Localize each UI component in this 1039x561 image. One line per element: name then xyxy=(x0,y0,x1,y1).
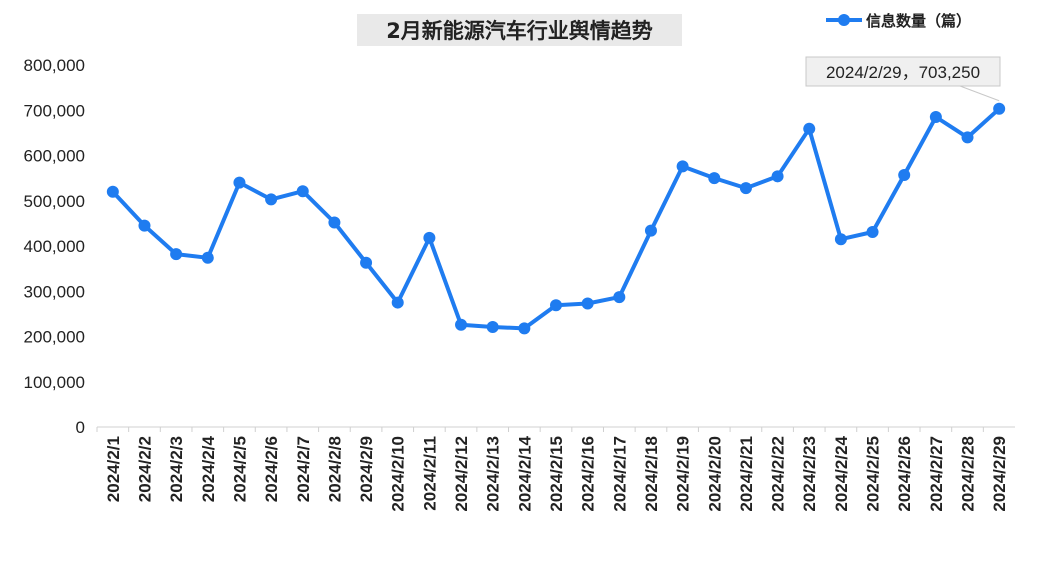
data-point xyxy=(518,322,531,335)
x-tick-label: 2024/2/2 xyxy=(135,436,154,502)
data-point xyxy=(993,102,1006,115)
x-tick-label: 2024/2/8 xyxy=(325,436,344,502)
x-tick-label: 2024/2/21 xyxy=(737,436,756,512)
data-point xyxy=(550,299,562,312)
x-tick-label: 2024/2/13 xyxy=(484,436,503,512)
data-point xyxy=(391,296,404,309)
data-point xyxy=(201,251,214,264)
x-tick-label: 2024/2/9 xyxy=(357,436,376,502)
x-tick-label: 2024/2/12 xyxy=(452,436,471,512)
legend: 信息数量（篇） xyxy=(826,12,971,30)
x-tick-label: 2024/2/1 xyxy=(104,436,123,502)
y-tick-label: 200,000 xyxy=(24,328,85,347)
x-tick-label: 2024/2/14 xyxy=(515,435,534,511)
data-point xyxy=(898,168,911,181)
callout-box xyxy=(805,56,1001,87)
y-tick-label: 700,000 xyxy=(24,101,85,120)
x-tick-label: 2024/2/26 xyxy=(895,436,914,512)
callout-leader-line xyxy=(959,85,1000,102)
y-tick-label: 400,000 xyxy=(24,237,85,256)
data-point xyxy=(138,219,151,232)
data-point xyxy=(961,131,974,144)
callout-label: 2024/2/29，703,250 xyxy=(826,63,980,82)
y-tick-label: 600,000 xyxy=(24,147,85,166)
legend-point-marker xyxy=(838,14,850,26)
x-tick-label: 2024/2/11 xyxy=(420,436,439,511)
y-axis-ticks: 0 100,000 200,000 300,000 400,000 500,000 600,… xyxy=(24,56,85,437)
data-point xyxy=(581,297,594,310)
data-point xyxy=(233,176,246,189)
data-point xyxy=(486,320,499,333)
x-tick-label: 2024/2/16 xyxy=(579,436,598,512)
data-callout: 2024/2/29，703,250 xyxy=(805,56,1001,102)
x-tick-label: 2024/2/17 xyxy=(610,436,629,512)
series-line xyxy=(110,106,1002,331)
data-point xyxy=(929,111,942,124)
x-tick-label: 2024/2/20 xyxy=(705,436,724,512)
y-tick-label: 100,000 xyxy=(24,373,85,392)
data-point xyxy=(106,185,119,198)
x-tick-label: 2024/2/28 xyxy=(959,436,978,512)
x-tick-label: 2024/2/23 xyxy=(800,436,819,512)
data-point xyxy=(613,291,626,304)
data-point xyxy=(708,172,721,185)
y-tick-label: 500,000 xyxy=(24,192,85,211)
x-tick-label: 2024/2/29 xyxy=(990,436,1009,512)
x-tick-label: 2024/2/22 xyxy=(769,436,788,512)
data-point xyxy=(328,216,341,229)
y-tick-label: 0 xyxy=(76,418,85,437)
data-point xyxy=(423,231,436,244)
data-point xyxy=(644,224,657,237)
data-point xyxy=(170,248,183,261)
x-tick-label: 2024/2/6 xyxy=(262,436,281,502)
data-point xyxy=(360,256,373,269)
x-tick-label: 2024/2/24 xyxy=(832,435,851,511)
x-tick-label: 2024/2/5 xyxy=(230,436,249,502)
x-tick-label: 2024/2/7 xyxy=(294,436,313,502)
x-tick-label: 2024/2/4 xyxy=(199,435,218,502)
y-tick-label: 300,000 xyxy=(24,282,85,301)
chart-title-background xyxy=(357,14,682,46)
x-tick-label: 2024/2/10 xyxy=(389,436,408,512)
x-tick-label: 2024/2/3 xyxy=(167,436,186,502)
data-point xyxy=(265,193,278,206)
data-point xyxy=(739,182,752,195)
x-tick-label: 2024/2/27 xyxy=(927,436,946,512)
x-axis-ticks: 2024/2/1 2024/2/2 2024/2/3 2024/2/4 2024/2/5… xyxy=(96,427,1009,512)
data-point xyxy=(803,122,816,135)
y-tick-label: 800,000 xyxy=(24,56,85,75)
data-point xyxy=(834,233,847,246)
data-point xyxy=(866,225,879,238)
x-tick-label: 2024/2/25 xyxy=(864,436,883,512)
data-point xyxy=(455,318,468,331)
legend-label: 信息数量（篇） xyxy=(866,12,971,30)
data-point xyxy=(676,160,689,173)
data-point xyxy=(771,170,784,183)
data-point xyxy=(296,185,309,198)
x-tick-label: 2024/2/15 xyxy=(547,436,566,512)
x-tick-label: 2024/2/19 xyxy=(674,436,693,512)
chart-title: 2月新能源汽车行业舆情趋势 xyxy=(386,19,653,43)
x-tick-label: 2024/2/18 xyxy=(642,436,661,512)
series-points xyxy=(106,102,1006,335)
